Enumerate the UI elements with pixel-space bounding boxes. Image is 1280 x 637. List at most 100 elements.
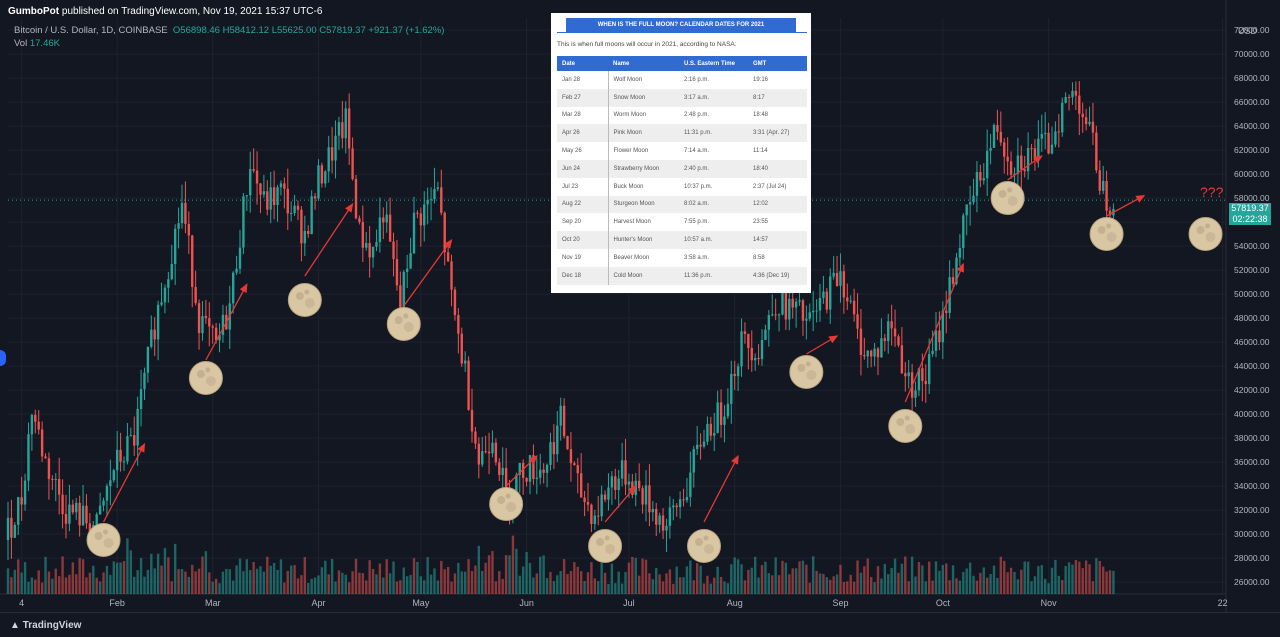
- volume-bar: [723, 581, 726, 594]
- volume-bar: [989, 574, 992, 594]
- candle-body: [607, 487, 610, 500]
- volume-bar: [951, 565, 955, 594]
- symbol-name[interactable]: Bitcoin / U.S. Dollar, 1D, COINBASE: [14, 25, 168, 36]
- volume-bar: [689, 560, 692, 594]
- volume-bar: [740, 564, 743, 594]
- moon-crater: [695, 538, 703, 546]
- trend-arrow: [806, 335, 839, 355]
- candle-body: [880, 338, 883, 358]
- candle-body: [382, 217, 385, 223]
- candle-body: [317, 165, 320, 199]
- volume-bar: [1023, 561, 1026, 594]
- bar-countdown: 02:22:38: [1232, 214, 1268, 224]
- volume-bar: [777, 575, 781, 594]
- volume-bar: [481, 570, 484, 594]
- candle-body: [1108, 210, 1112, 216]
- volume-bar: [747, 569, 750, 594]
- volume-bar: [706, 575, 709, 594]
- volume-bar: [798, 561, 801, 594]
- currency-label[interactable]: USD: [1238, 26, 1258, 36]
- candle-body: [781, 289, 784, 315]
- tradingview-logo[interactable]: ▲ TradingView: [10, 620, 81, 631]
- candle-body: [392, 241, 395, 260]
- volume-bar: [30, 577, 34, 594]
- moon-crater: [103, 529, 109, 535]
- candle-body: [767, 315, 771, 330]
- volume-bar: [64, 577, 68, 594]
- candle-body: [764, 329, 767, 341]
- x-tick-label: May: [412, 598, 430, 608]
- candle-body: [637, 480, 641, 489]
- volume-bar: [859, 572, 863, 594]
- row-eastern-time: 3:17 a.m.: [679, 88, 748, 107]
- candle-body: [515, 474, 518, 496]
- volume-bar: [255, 568, 259, 594]
- candle-body: [426, 200, 429, 205]
- candle-body: [962, 215, 965, 249]
- volume-bar: [1064, 566, 1067, 594]
- volume-label[interactable]: Vol: [14, 38, 28, 49]
- candle-body: [208, 318, 211, 327]
- calendar-row: Jul 23 Buck Moon 10:37 p.m. 2:37 (Jul 24): [557, 177, 807, 196]
- calendar-row: Dec 18 Cold Moon 11:36 p.m. 4:36 (Dec 19): [557, 266, 807, 285]
- volume-bar: [1016, 579, 1020, 594]
- row-eastern-time: 8:02 a.m.: [679, 195, 748, 214]
- candle-body: [371, 246, 375, 258]
- moon-crater: [1205, 223, 1211, 229]
- volume-bar: [1047, 583, 1050, 594]
- full-moon-marker: [188, 361, 223, 395]
- row-gmt: 4:36 (Dec 19): [748, 266, 807, 285]
- volume-bar: [1112, 570, 1115, 594]
- row-gmt: 8:58: [753, 254, 765, 261]
- volume-bar: [197, 568, 201, 594]
- volume-bar: [201, 556, 204, 594]
- volume-bar: [678, 577, 682, 594]
- calendar-row: Jan 28 Wolf Moon 2:16 p.m. 19:16: [557, 71, 807, 89]
- row-moon-name: Wolf Moon: [613, 76, 643, 83]
- candle-body: [876, 348, 880, 358]
- candle-body: [726, 403, 730, 417]
- volume-bar: [907, 581, 910, 594]
- moon-crater: [604, 535, 610, 541]
- volume-bar: [655, 567, 658, 594]
- candle-body: [272, 187, 276, 206]
- full-moon-marker: [86, 523, 121, 557]
- moon-crater: [896, 418, 905, 426]
- volume-bar: [511, 535, 515, 594]
- candle-body: [334, 135, 337, 161]
- candle-body: [1071, 90, 1074, 98]
- candle-body: [324, 171, 327, 184]
- candle-body: [713, 432, 716, 436]
- volume-bar: [835, 574, 839, 594]
- candle-body: [897, 336, 900, 346]
- volume-bar: [504, 555, 508, 594]
- side-panel-handle[interactable]: [0, 350, 6, 366]
- volume-bar: [1037, 566, 1040, 594]
- y-tick-label: 38000.00: [1234, 433, 1270, 443]
- row-eastern-time: 11:36 p.m.: [679, 266, 748, 285]
- row-moon-name: Snow Moon: [608, 88, 679, 107]
- volume-bar: [665, 573, 668, 594]
- candle-body: [10, 517, 13, 538]
- trend-arrow: [604, 485, 637, 523]
- volume-bar: [272, 562, 276, 594]
- y-tick-label: 44000.00: [1234, 361, 1270, 371]
- volume-bar: [133, 576, 136, 594]
- volume-bar: [426, 557, 429, 594]
- volume-bar: [214, 578, 218, 594]
- candle-body: [54, 478, 57, 480]
- moon-crater: [805, 361, 811, 367]
- candle-body: [883, 338, 887, 341]
- candle-body: [887, 321, 890, 341]
- row-gmt: 12:02: [748, 195, 807, 214]
- author-name[interactable]: GumboPot: [8, 6, 60, 17]
- volume-bar: [1057, 575, 1061, 594]
- candle-body: [1098, 170, 1101, 191]
- volume-bar: [774, 557, 777, 594]
- volume-bar: [211, 581, 214, 594]
- candle-body: [327, 147, 330, 172]
- candle-body: [433, 188, 436, 200]
- volume-bar: [81, 559, 85, 594]
- candle-body: [320, 165, 324, 184]
- moon-crater: [797, 364, 806, 372]
